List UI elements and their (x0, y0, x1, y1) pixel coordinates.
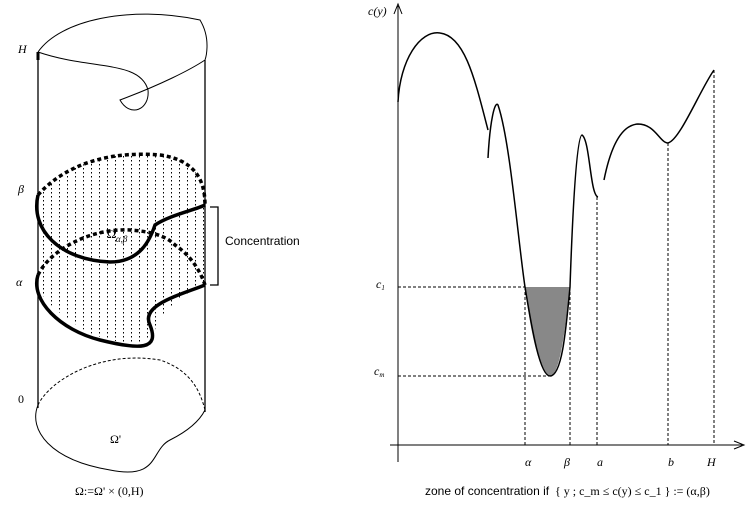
shaded-zone (525, 287, 570, 376)
x-label: β (563, 455, 570, 469)
axis-label: c(y) (368, 4, 387, 18)
region-fill (37, 154, 206, 343)
level-label: cm (374, 364, 384, 379)
bracket-label: Concentration (225, 234, 300, 248)
bracket (210, 206, 219, 286)
label: β (17, 182, 24, 196)
level-label: c1 (376, 277, 385, 292)
x-label: b (668, 455, 674, 469)
base-label: Ω' (110, 432, 121, 446)
axes (390, 2, 746, 462)
label: H (17, 42, 28, 56)
region-label: Ωα,β (107, 227, 128, 244)
label: 0 (18, 392, 24, 406)
label: α (16, 275, 23, 289)
caption-formula: { y ; c_m ≤ c(y) ≤ c_1 } := (α,β) (555, 484, 710, 498)
caption: zone of concentration if (425, 484, 550, 498)
x-label: H (706, 455, 717, 469)
x-label: α (525, 455, 532, 469)
guides (398, 70, 715, 445)
caption: Ω:=Ω' × (0,H) (75, 484, 144, 498)
region-boundaries (34, 152, 207, 348)
x-label: a (597, 455, 603, 469)
